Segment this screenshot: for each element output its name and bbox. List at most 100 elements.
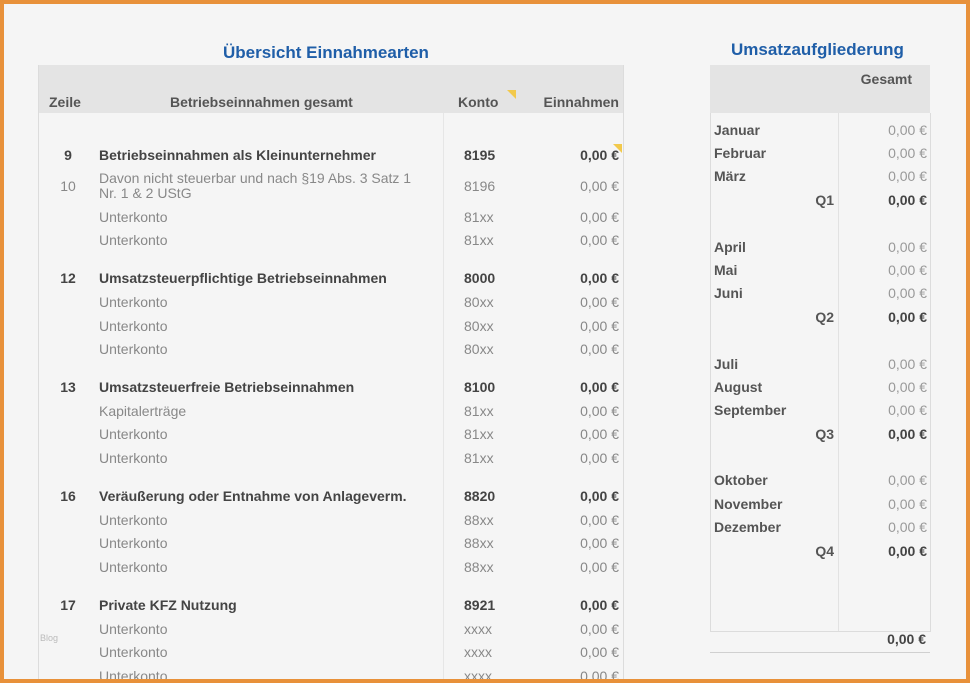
row-konto: 81xx	[464, 232, 494, 248]
row-konto: 8000	[464, 270, 496, 286]
row-konto: 8921	[464, 597, 496, 613]
header-gesamt: Gesamt	[860, 71, 912, 87]
row-value: 0,00 €	[580, 426, 619, 442]
revenue-breakdown-table: Gesamt Januar 0,00 € Februar 0,00 € März 0,…	[710, 65, 931, 655]
row-konto: 80xx	[464, 341, 494, 357]
row-value: 0,00 €	[580, 450, 619, 466]
month-value: 0,00 €	[888, 239, 927, 255]
row-konto: 8196	[464, 178, 496, 194]
row-value: 0,00 €	[580, 294, 619, 310]
month-value: 0,00 €	[888, 122, 927, 138]
row-zeile: 9	[64, 147, 72, 163]
row-name: Umsatzsteuerfreie Betriebseinnahmen	[99, 379, 355, 395]
row-value: 0,00 €	[580, 668, 619, 679]
table-row[interactable]: Unterkonto 88xx 0,00 €	[39, 509, 623, 531]
month-row[interactable]: Oktober 0,00 €	[711, 469, 931, 491]
table-row[interactable]: Unterkonto xxxx 0,00 €	[39, 641, 623, 663]
header-einnahmen: Einnahmen	[543, 94, 619, 110]
row-name: Betriebseinnahmen als Kleinunternehmer	[99, 147, 376, 163]
row-value: 0,00 €	[580, 512, 619, 528]
month-row[interactable]: Dezember 0,00 €	[711, 516, 931, 538]
month-label: März	[714, 168, 746, 184]
table-row[interactable]: 13 Umsatzsteuerfreie Betriebseinnahmen 810…	[39, 376, 623, 398]
row-konto: xxxx	[464, 644, 492, 660]
row-konto: 80xx	[464, 318, 494, 334]
table-row[interactable]: Unterkonto 88xx 0,00 €	[39, 556, 623, 578]
grand-total-row[interactable]: 0,00 €	[710, 628, 930, 653]
row-name: Unterkonto	[99, 232, 168, 248]
quarter-label: Q2	[815, 309, 834, 325]
comment-marker-icon[interactable]	[613, 144, 622, 153]
month-label: Januar	[714, 122, 760, 138]
row-zeile: 16	[60, 488, 76, 504]
month-row[interactable]: Juni 0,00 €	[711, 282, 931, 304]
month-row[interactable]: Mai 0,00 €	[711, 259, 931, 281]
quarter-label: Q4	[815, 543, 834, 559]
quarter-row[interactable]: Q4 0,00 €	[711, 540, 931, 562]
row-value: 0,00 €	[580, 341, 619, 357]
month-row[interactable]: Juli 0,00 €	[711, 353, 931, 375]
row-name: Unterkonto	[99, 512, 168, 528]
row-value: 0,00 €	[580, 318, 619, 334]
month-label: August	[714, 379, 763, 395]
table-row[interactable]: Kapitalerträge 81xx 0,00 €	[39, 400, 623, 422]
row-konto: 8195	[464, 147, 496, 163]
row-konto: 8100	[464, 379, 496, 395]
quarter-label: Q1	[815, 192, 834, 208]
row-name: Unterkonto	[99, 668, 168, 679]
table-row[interactable]: Unterkonto 80xx 0,00 €	[39, 315, 623, 337]
quarter-label: Q3	[815, 426, 834, 442]
row-zeile: 17	[60, 597, 76, 613]
row-zeile: 13	[60, 379, 76, 395]
table-row[interactable]: Unterkonto 80xx 0,00 €	[39, 338, 623, 360]
row-value: 0,00 €	[580, 597, 619, 613]
month-row[interactable]: August 0,00 €	[711, 376, 931, 398]
column-divider	[838, 113, 839, 631]
month-value: 0,00 €	[888, 496, 927, 512]
quarter-value: 0,00 €	[888, 192, 927, 208]
table-row[interactable]: Unterkonto 81xx 0,00 €	[39, 229, 623, 251]
row-name: Unterkonto	[99, 209, 168, 225]
table-row[interactable]: 10 Davon nicht steuerbar und nach §19 Ab…	[39, 168, 623, 202]
month-value: 0,00 €	[888, 262, 927, 278]
row-name: Unterkonto	[99, 450, 168, 466]
table-row[interactable]: Unterkonto 88xx 0,00 €	[39, 532, 623, 554]
month-value: 0,00 €	[888, 519, 927, 535]
table-row[interactable]: Unterkonto 81xx 0,00 €	[39, 447, 623, 469]
month-label: November	[714, 496, 783, 512]
month-row[interactable]: April 0,00 €	[711, 236, 931, 258]
month-row[interactable]: Januar 0,00 €	[711, 119, 931, 141]
quarter-row[interactable]: Q1 0,00 €	[711, 189, 931, 211]
quarter-row[interactable]: Q3 0,00 €	[711, 423, 931, 445]
row-konto: 8820	[464, 488, 496, 504]
month-row[interactable]: November 0,00 €	[711, 493, 931, 515]
table-row[interactable]: Unterkonto 80xx 0,00 €	[39, 291, 623, 313]
month-row[interactable]: September 0,00 €	[711, 399, 931, 421]
table-row[interactable]: Unterkonto xxxx 0,00 €	[39, 665, 623, 679]
table-row[interactable]: 16 Veräußerung oder Entnahme von Anlageve…	[39, 485, 623, 507]
month-label: Mai	[714, 262, 738, 278]
month-label: September	[714, 402, 787, 418]
table-row[interactable]: Unterkonto 81xx 0,00 €	[39, 423, 623, 445]
quarter-row[interactable]: Q2 0,00 €	[711, 306, 931, 328]
row-name: Unterkonto	[99, 621, 168, 637]
header-konto: Konto	[458, 94, 499, 110]
table-row[interactable]: 9 Betriebseinnahmen als Kleinunternehmer…	[39, 144, 623, 166]
income-types-table: Zeile Betriebseinnahmen gesamt Konto Ein…	[38, 65, 624, 679]
row-value: 0,00 €	[580, 232, 619, 248]
month-label: Oktober	[714, 472, 768, 488]
table-row[interactable]: Unterkonto xxxx 0,00 €	[39, 618, 623, 640]
month-row[interactable]: Februar 0,00 €	[711, 142, 931, 164]
table-row[interactable]: Unterkonto 81xx 0,00 €	[39, 206, 623, 228]
left-panel-title: Übersicht Einnahmearten	[223, 43, 429, 62]
row-name-line2: Nr. 1 & 2 UStG	[99, 185, 192, 201]
month-value: 0,00 €	[888, 285, 927, 301]
table-row[interactable]: 17 Private KFZ Nutzung 8921 0,00 €	[39, 594, 623, 616]
month-value: 0,00 €	[888, 145, 927, 161]
grand-total-value: 0,00 €	[887, 631, 926, 647]
comment-marker-icon[interactable]	[507, 90, 516, 99]
month-row[interactable]: März 0,00 €	[711, 165, 931, 187]
table-row[interactable]: 12 Umsatzsteuerpflichtige Betriebseinnahm…	[39, 267, 623, 289]
table-header: Zeile Betriebseinnahmen gesamt Konto Ein…	[39, 65, 623, 113]
month-value: 0,00 €	[888, 356, 927, 372]
